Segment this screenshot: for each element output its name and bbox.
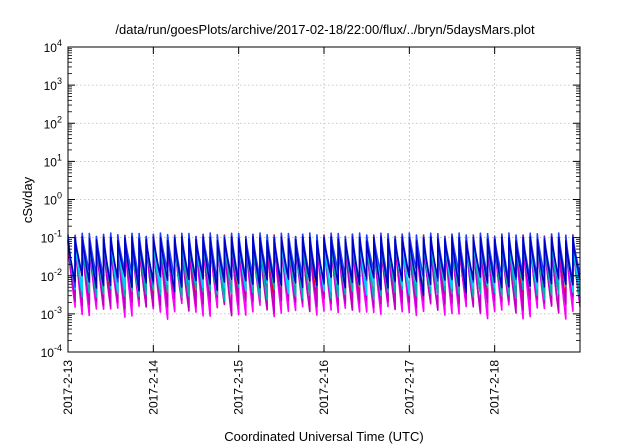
chart-title: /data/run/goesPlots/archive/2017-02-18/2… — [115, 22, 535, 37]
y-tick-label: 100 — [44, 191, 62, 208]
y-axis-label: cSv/day — [20, 176, 35, 223]
y-tick-label: 103 — [44, 76, 62, 93]
x-axis-label: Coordinated Universal Time (UTC) — [224, 429, 423, 444]
y-tick-label: 10-1 — [41, 229, 62, 246]
x-tick-label: 2017-2-18 — [488, 360, 502, 415]
y-tick-label: 104 — [44, 38, 62, 55]
x-tick-label: 2017-2-13 — [61, 360, 75, 415]
y-tick-label: 10-2 — [41, 267, 62, 284]
y-tick-label: 10-3 — [41, 305, 62, 322]
x-tick-label: 2017-2-14 — [146, 360, 160, 415]
y-tick-label: 10-4 — [41, 343, 62, 360]
x-tick-label: 2017-2-15 — [232, 360, 246, 415]
y-tick-label: 102 — [44, 114, 62, 131]
x-tick-label: 2017-2-16 — [317, 360, 331, 415]
series-group — [67, 232, 581, 320]
ticks: 10-4 10-3 10-2 10-1 100 101 102 103 104 2017-2-13… — [41, 38, 580, 415]
x-tick-label: 2017-2-17 — [402, 360, 416, 415]
y-tick-label: 101 — [44, 152, 62, 169]
series-line-7 — [67, 236, 581, 296]
